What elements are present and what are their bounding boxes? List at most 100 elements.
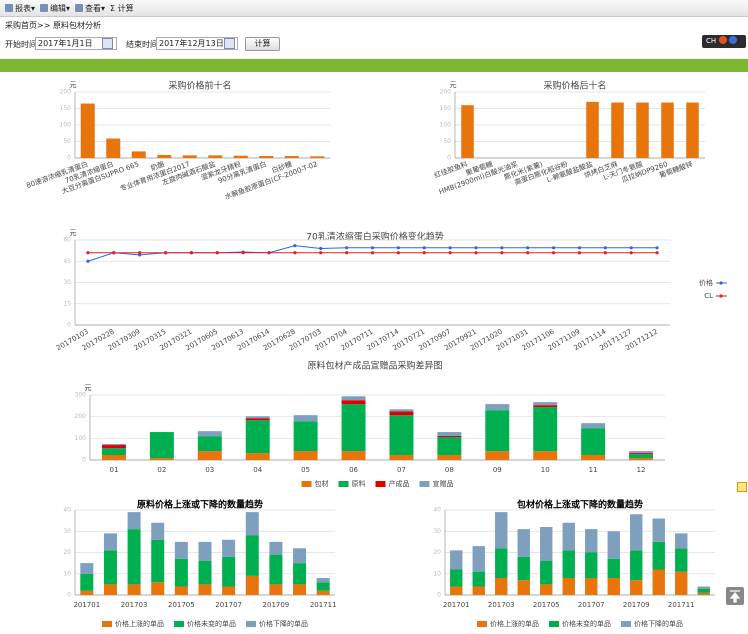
- bar-segment: [197, 451, 222, 460]
- y-unit: 元: [85, 384, 92, 392]
- legend-label: 价格未变的单品: [562, 619, 611, 628]
- bar-segment: [341, 396, 366, 401]
- x-tick-label: 06: [349, 466, 358, 474]
- view-menu[interactable]: 查看▾: [75, 3, 105, 14]
- x-tick-label: 10: [541, 466, 550, 474]
- x-tick-label: 201711: [668, 601, 695, 609]
- banner: [0, 59, 748, 72]
- end-label: 结束时间: [126, 40, 158, 49]
- calendar-icon[interactable]: [102, 38, 113, 49]
- end-input[interactable]: 2017年12月13日: [156, 37, 238, 50]
- y-tick-label: 0: [82, 457, 86, 464]
- bar-segment: [472, 546, 485, 572]
- bar-segment: [675, 548, 688, 572]
- bar-segment: [103, 550, 117, 585]
- point: [655, 246, 659, 250]
- arrow-icon: [729, 590, 741, 603]
- y-tick-label: 0: [67, 155, 71, 162]
- y-tick-label: 50: [443, 138, 451, 145]
- lang-badge[interactable]: CH: [702, 35, 746, 48]
- legend-label: 价格下降的单品: [634, 619, 683, 628]
- scroll-top-button[interactable]: [726, 587, 744, 605]
- bar-segment: [450, 550, 463, 570]
- bar-segment: [245, 453, 270, 460]
- point: [629, 246, 633, 250]
- legend-swatch: [102, 621, 112, 627]
- bar-segment: [630, 514, 643, 551]
- x-tick-label: 01: [109, 466, 118, 474]
- bar-segment: [341, 404, 366, 452]
- bar: [686, 102, 699, 158]
- bar-segment: [495, 512, 508, 549]
- legend-swatch: [174, 621, 184, 627]
- bar-segment: [245, 418, 270, 421]
- breadcrumb: 采购首页>> 原料包材分析: [5, 21, 101, 30]
- legend-label: 包材: [315, 479, 329, 488]
- bar-segment: [607, 578, 620, 595]
- y-tick-label: 15: [63, 300, 71, 307]
- point: [500, 251, 504, 255]
- x-tick-label: 05: [301, 466, 310, 474]
- y-tick-label: 300: [75, 392, 87, 399]
- x-tick-label: 201711: [310, 601, 337, 609]
- point: [345, 251, 349, 255]
- point: [629, 251, 633, 255]
- bar-segment: [103, 533, 117, 551]
- calc-menu[interactable]: Σ 计算: [110, 4, 134, 13]
- y-tick-label: 0: [437, 592, 441, 599]
- y-tick-label: 50: [63, 138, 71, 145]
- bar-segment: [533, 405, 558, 408]
- legend-label: 价格: [699, 278, 713, 287]
- legend-swatch: [338, 481, 349, 487]
- y-tick-label: 10: [433, 570, 441, 577]
- bar: [284, 156, 299, 158]
- point: [267, 251, 271, 255]
- bar-segment: [533, 451, 558, 460]
- bar-segment: [495, 548, 508, 578]
- bar-segment: [269, 554, 283, 585]
- bar-segment: [533, 407, 558, 452]
- y-unit: 元: [70, 229, 77, 237]
- point: [577, 251, 582, 255]
- bar-segment: [197, 436, 222, 452]
- x-tick-label: 201709: [623, 601, 650, 609]
- bar: [259, 156, 274, 158]
- bar-segment: [389, 411, 414, 416]
- legend-swatch: [419, 481, 430, 487]
- point: [163, 251, 168, 255]
- bar-segment: [389, 415, 414, 456]
- bar-segment: [485, 410, 510, 452]
- start-input[interactable]: 2017年1月1日: [35, 37, 117, 50]
- menu-label: 报表: [15, 4, 31, 13]
- point: [345, 246, 349, 250]
- menu-label: 计算: [117, 4, 134, 13]
- bar-segment: [245, 575, 259, 595]
- legend-swatch: [246, 621, 256, 627]
- legend-label: CL: [704, 292, 713, 300]
- bar-segment: [517, 556, 530, 581]
- bar: [157, 155, 172, 158]
- y-tick-label: 30: [433, 528, 441, 535]
- report-menu[interactable]: 报表▾: [5, 3, 35, 14]
- x-tick-label: 09: [493, 466, 502, 474]
- calc-button[interactable]: 计算: [245, 37, 280, 51]
- point: [448, 246, 452, 250]
- point: [474, 251, 478, 255]
- bar-segment: [198, 561, 212, 585]
- bar-segment: [450, 569, 463, 587]
- legend: 价格上涨的单品 价格未变的单品 价格下降的单品: [477, 619, 683, 628]
- point: [396, 246, 400, 250]
- bar-segment: [581, 455, 606, 460]
- side-icon[interactable]: [737, 482, 747, 492]
- point: [526, 246, 530, 250]
- x-tick-label: 02: [157, 466, 166, 474]
- edit-menu[interactable]: 编辑▾: [40, 3, 70, 14]
- point: [655, 251, 659, 255]
- y-tick-label: 100: [60, 122, 72, 129]
- calendar-icon[interactable]: [224, 38, 235, 49]
- bar: [661, 102, 674, 158]
- bar-segment: [540, 561, 553, 585]
- bar-segment: [316, 578, 330, 583]
- y-tick-label: 200: [60, 89, 72, 96]
- bar-segment: [517, 580, 530, 595]
